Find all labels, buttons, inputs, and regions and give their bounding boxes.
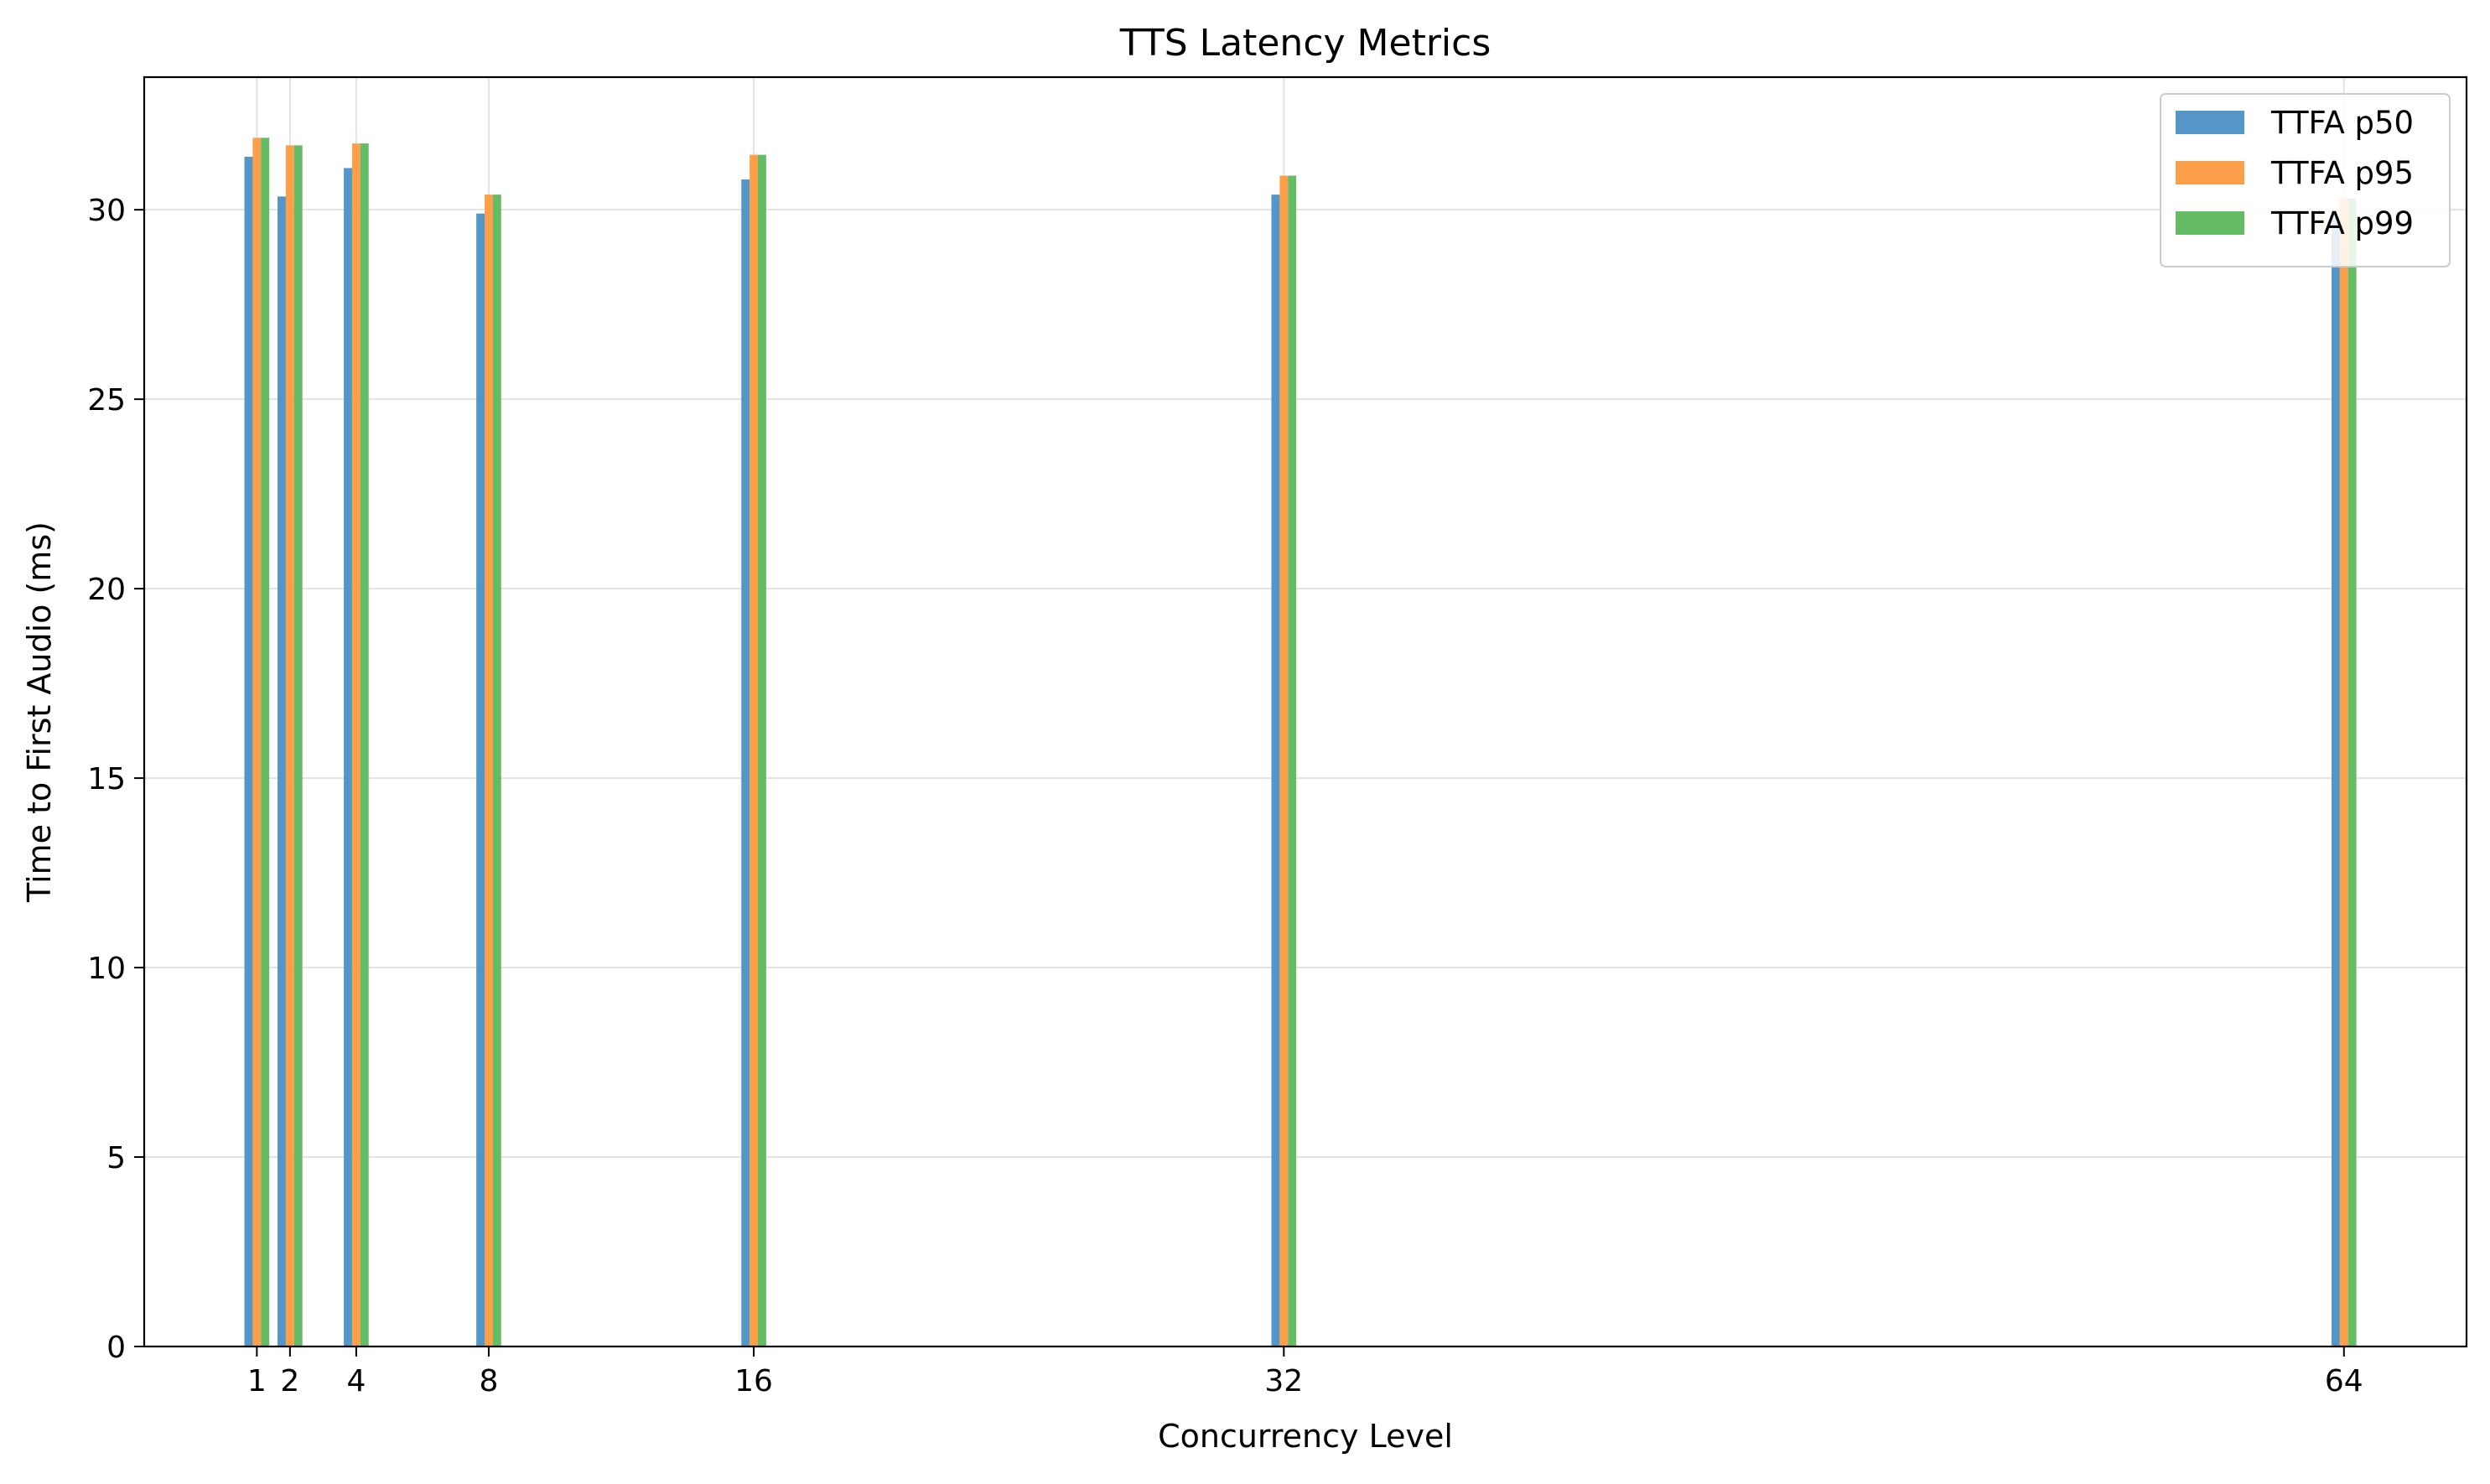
bar-ttfa-p99 — [293, 145, 303, 1347]
x-tick-label: 32 — [1264, 1364, 1303, 1398]
bar-ttfa-p50 — [741, 179, 750, 1346]
bar-ttfa-p95 — [750, 154, 759, 1347]
x-tick-label: 1 — [247, 1364, 267, 1398]
y-tick-label: 10 — [87, 952, 126, 986]
legend: TTFA p50 TTFA p95 TTFA p99 — [2160, 93, 2451, 267]
y-tick-label: 20 — [87, 573, 126, 607]
bar-ttfa-p50 — [244, 156, 253, 1346]
legend-label: TTFA p95 — [2270, 155, 2414, 191]
y-tick-label: 15 — [87, 762, 126, 796]
bar-ttfa-p99 — [492, 195, 501, 1347]
plot-frame — [143, 75, 2468, 1348]
bar-ttfa-p50 — [2331, 217, 2340, 1346]
bar-ttfa-p99 — [360, 143, 369, 1346]
legend-label: TTFA p99 — [2270, 205, 2414, 241]
y-tick-label: 25 — [87, 383, 126, 418]
x-tick-label: 4 — [346, 1364, 366, 1398]
bar-ttfa-p95 — [285, 145, 294, 1347]
legend-swatch — [2176, 111, 2244, 134]
bar-ttfa-p50 — [476, 213, 485, 1347]
x-tick-label: 2 — [280, 1364, 299, 1398]
x-axis-label: Concurrency Level — [1158, 1418, 1453, 1455]
bar-ttfa-p50 — [344, 168, 352, 1346]
bar-layer — [244, 138, 2357, 1347]
tick-layer: 0 5 10 15 20 25 30 1 2 4 8 16 32 64 — [87, 194, 2363, 1398]
bar-ttfa-p99 — [1288, 175, 1297, 1346]
bar-ttfa-p99 — [2347, 198, 2357, 1347]
bar-ttfa-p95 — [2339, 198, 2348, 1347]
legend-swatch — [2176, 211, 2244, 235]
x-tick-label: 16 — [734, 1364, 773, 1398]
bar-ttfa-p99 — [261, 138, 270, 1347]
x-tick-label: 8 — [480, 1364, 499, 1398]
bar-ttfa-p95 — [351, 143, 361, 1346]
bar-ttfa-p50 — [1271, 195, 1280, 1347]
legend-swatch — [2176, 161, 2244, 184]
bar-ttfa-p95 — [1279, 175, 1289, 1346]
bar-ttfa-p95 — [485, 195, 493, 1347]
bar-ttfa-p99 — [758, 154, 766, 1347]
bar-ttfa-p95 — [252, 138, 262, 1347]
chart-title: TTS Latency Metrics — [1119, 22, 1491, 65]
x-tick-label: 64 — [2325, 1364, 2363, 1398]
y-tick-label: 30 — [87, 194, 126, 228]
bar-ttfa-p50 — [278, 196, 286, 1346]
y-tick-label: 0 — [106, 1331, 126, 1365]
y-tick-label: 5 — [106, 1141, 126, 1175]
y-axis-label: Time to First Audio (ms) — [21, 521, 58, 903]
legend-label: TTFA p50 — [2270, 105, 2414, 141]
